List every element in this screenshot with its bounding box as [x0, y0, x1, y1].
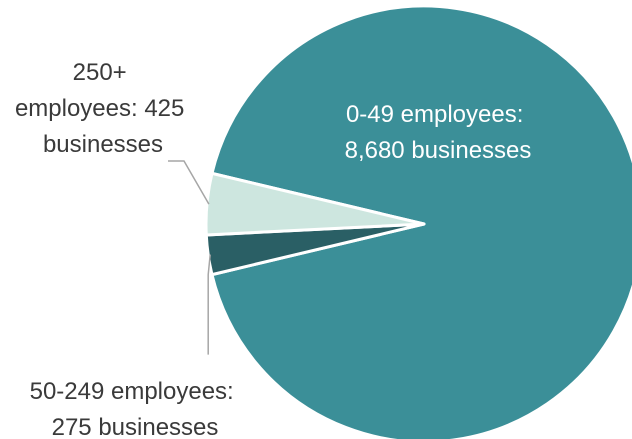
label-250-plus-line-3: businesses	[43, 131, 163, 158]
leader-lines	[168, 160, 211, 355]
label-250-plus-line-1: 250+	[73, 59, 127, 86]
label-0-49-line-2: 8,680 businesses	[345, 137, 532, 164]
label-50-249-line-2: 275 businesses	[52, 414, 219, 439]
label-50-249-line-1: 50-249 employees:	[30, 378, 234, 405]
label-0-49-line-1: 0-49 employees:	[346, 101, 523, 128]
pie-slices	[204, 4, 632, 439]
label-250-plus-line-2: employees: 425	[15, 95, 184, 122]
label-250-plus: 250+ employees: 425 businesses	[15, 59, 191, 158]
slice-250-plus	[204, 171, 426, 237]
leader-line-250-plus	[168, 160, 210, 205]
label-50-249: 50-249 employees: 275 businesses	[30, 378, 241, 439]
leader-line-50-249	[207, 254, 211, 355]
label-0-49: 0-49 employees: 8,680 businesses	[345, 101, 532, 164]
